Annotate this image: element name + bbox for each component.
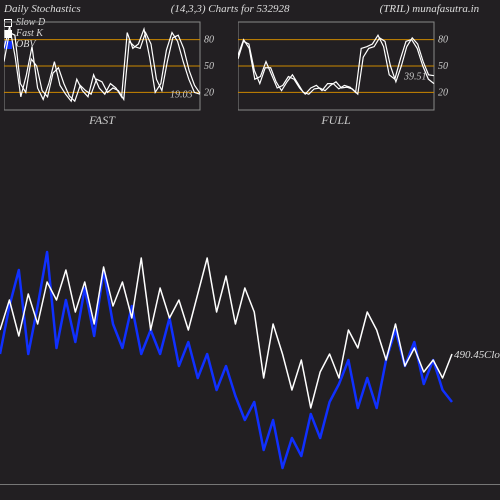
svg-text:80: 80 (438, 35, 448, 46)
stochastic-panels: 20 50 80 19.03 FAST 20 50 80 39.51 FULL (0, 8, 500, 128)
panel-full-title: FULL (238, 113, 434, 128)
panel-fast: 20 50 80 19.03 FAST (4, 8, 228, 128)
svg-text:20: 20 (204, 87, 214, 98)
close-value: 490.45 (454, 349, 485, 361)
panel-full: 20 50 80 39.51 FULL (238, 8, 462, 128)
bottom-divider (0, 484, 500, 485)
price-obv-chart: 490.45Close (0, 180, 500, 480)
svg-text:80: 80 (204, 35, 214, 46)
full-chart: 20 50 80 39.51 (238, 8, 462, 128)
main-chart-area: 490.45Close (0, 180, 500, 480)
close-label: Close (484, 349, 500, 361)
fast-chart: 20 50 80 19.03 (4, 8, 228, 128)
panel-fast-title: FAST (4, 113, 200, 128)
svg-text:20: 20 (438, 87, 448, 98)
svg-text:50: 50 (204, 61, 214, 72)
svg-text:19.03: 19.03 (170, 89, 193, 100)
svg-text:50: 50 (438, 61, 448, 72)
svg-text:39.51: 39.51 (403, 72, 427, 83)
